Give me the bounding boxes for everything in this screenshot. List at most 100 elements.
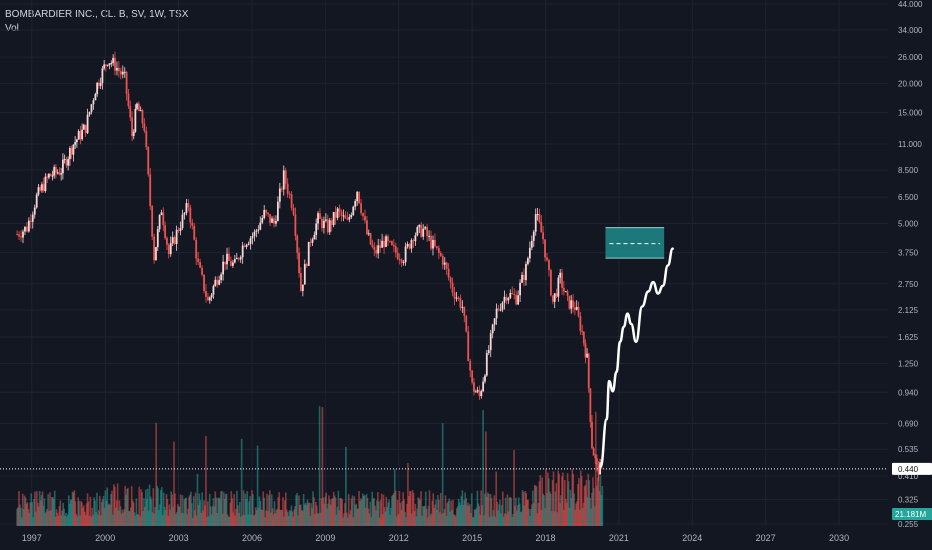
candle xyxy=(322,216,325,234)
volume-bar xyxy=(456,506,459,526)
volume-bar xyxy=(373,497,375,526)
volume-bar xyxy=(70,499,73,526)
volume-bar xyxy=(209,506,212,526)
candle-body xyxy=(62,159,64,174)
candle-body xyxy=(383,240,385,247)
volume-bar xyxy=(252,494,254,526)
candle-body xyxy=(449,277,452,283)
volume-bar xyxy=(262,491,265,526)
price-axis[interactable]: 44.000 34.000 26.000 20.000 15.000 11.000 8.50… xyxy=(892,0,932,529)
candle-body xyxy=(156,229,159,248)
candle-body xyxy=(149,174,152,207)
volume-bar xyxy=(420,491,422,526)
price-tick-label: 44.000 xyxy=(898,0,923,9)
candle-body xyxy=(599,462,602,475)
volume-bar xyxy=(476,490,479,526)
candle-body xyxy=(67,159,70,166)
candle-body xyxy=(582,331,585,344)
candle xyxy=(218,275,221,286)
volume-bar xyxy=(83,505,85,526)
volume-bar xyxy=(267,511,269,526)
volume-bar xyxy=(203,500,205,526)
volume-bar xyxy=(339,497,342,526)
volume-bar xyxy=(503,513,506,526)
candle xyxy=(528,241,531,263)
volume-bar xyxy=(411,490,414,526)
candle-body xyxy=(489,333,492,351)
candle-body xyxy=(193,225,196,240)
volume-bar xyxy=(569,489,572,526)
candle xyxy=(245,243,248,250)
candle xyxy=(548,258,550,277)
candle-body xyxy=(216,279,219,285)
volume-bar xyxy=(40,495,43,526)
volume-bar xyxy=(556,512,559,526)
candle-body xyxy=(559,272,562,278)
volume-bar xyxy=(254,507,257,526)
volume-bar xyxy=(123,509,126,526)
volume-bar xyxy=(105,500,108,526)
candle xyxy=(367,229,370,236)
price-tick-label: 2.125 xyxy=(898,306,919,315)
volume-bar xyxy=(386,507,389,526)
volume-bar xyxy=(212,498,215,526)
volume-bar xyxy=(223,498,226,526)
volume-bar xyxy=(572,473,575,526)
volume-bar xyxy=(47,494,49,526)
candle-body xyxy=(70,148,73,155)
volume-bar xyxy=(36,502,39,526)
volume-bar xyxy=(337,490,340,526)
candle xyxy=(164,221,167,240)
volume-bar xyxy=(306,499,309,526)
volume-bar xyxy=(233,494,235,526)
volume-bar xyxy=(310,503,312,526)
candle xyxy=(44,173,47,193)
candle-body xyxy=(42,184,45,192)
price-tick-label: 8.500 xyxy=(898,166,919,175)
candle xyxy=(346,211,349,221)
projection-path xyxy=(599,247,674,468)
volume-bar xyxy=(519,512,522,526)
volume-bar xyxy=(490,497,493,526)
volume-bar xyxy=(93,497,95,526)
candle xyxy=(139,106,142,112)
volume-bar xyxy=(417,497,420,526)
volume-bar xyxy=(182,513,185,526)
candle xyxy=(301,284,304,297)
candle xyxy=(193,223,196,241)
time-tick-label: 2000 xyxy=(95,533,115,543)
volume-bar xyxy=(335,514,338,526)
candle-body xyxy=(406,243,409,247)
volume-bar xyxy=(211,506,214,526)
volume-bar xyxy=(544,508,546,526)
candle-body xyxy=(278,188,281,202)
volume-bar xyxy=(261,510,264,526)
candle-body xyxy=(18,234,20,237)
time-axis[interactable]: 1997 2000 2003 2006 2009 2012 2015 2018 2021 2024… xyxy=(22,533,849,543)
candle xyxy=(390,240,393,246)
candle-body xyxy=(362,213,364,217)
candle xyxy=(313,231,316,240)
volume-bar xyxy=(521,490,524,526)
volume-bar xyxy=(283,516,285,526)
price-tick-label: 11.000 xyxy=(898,140,922,149)
candle xyxy=(317,211,319,230)
volume-bar xyxy=(67,514,69,526)
candle xyxy=(553,293,556,309)
candle xyxy=(326,214,329,235)
volume-label[interactable]: Vol xyxy=(5,23,19,34)
volume-bar xyxy=(538,481,541,526)
candle xyxy=(501,301,504,313)
candle-body xyxy=(44,176,47,192)
candle xyxy=(561,268,563,295)
volume-bar xyxy=(384,511,387,526)
candle xyxy=(162,207,165,232)
volume-bar xyxy=(90,516,93,526)
candle xyxy=(263,205,266,220)
candle xyxy=(344,211,347,219)
volume-bar xyxy=(287,516,290,526)
candle xyxy=(290,191,293,211)
volume-bar xyxy=(459,505,462,526)
symbol-title[interactable]: BOMBARDIER INC., CL. B, SV, 1W, TSX xyxy=(5,9,189,20)
